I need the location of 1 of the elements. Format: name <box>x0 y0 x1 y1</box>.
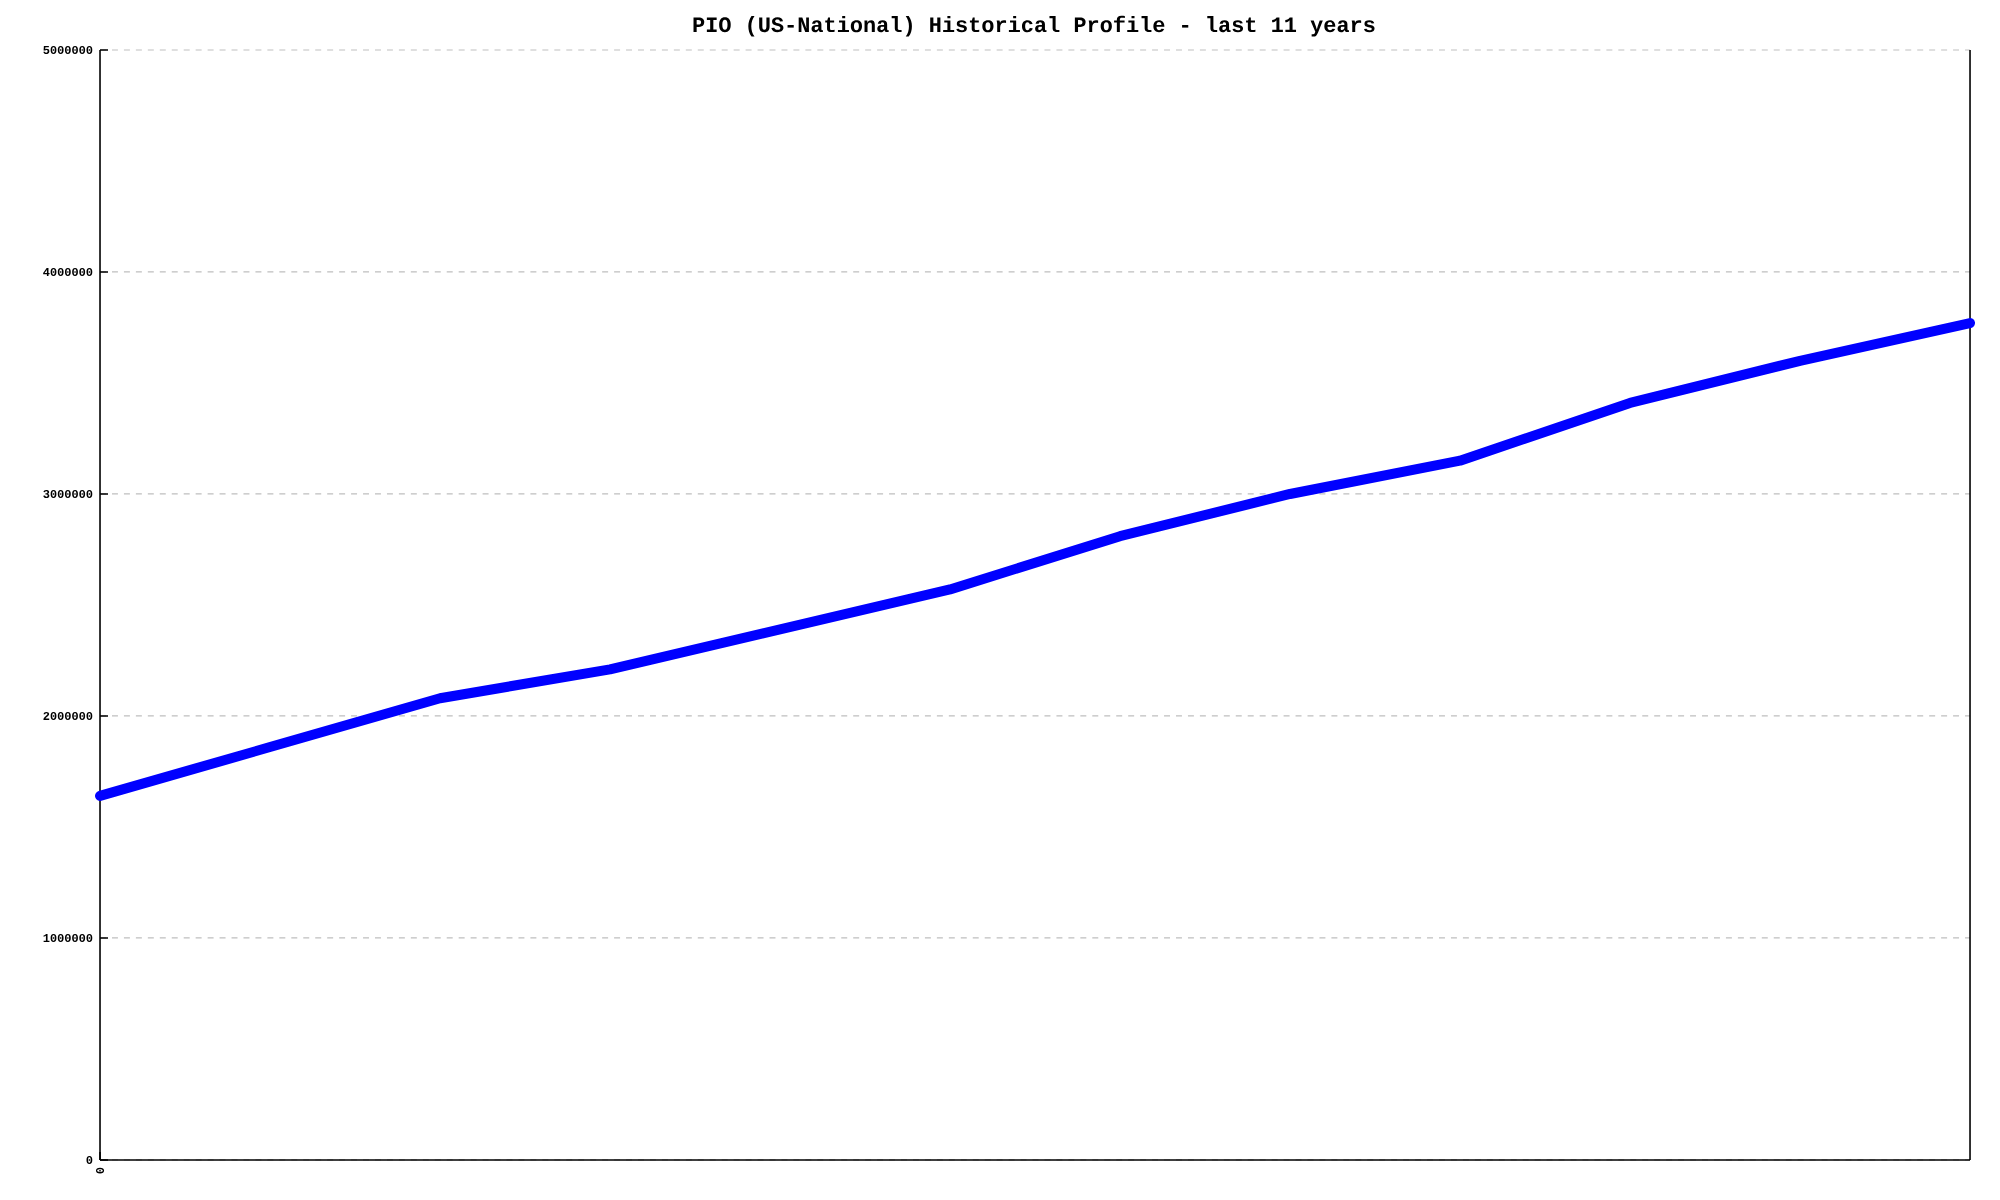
chart-title: PIO (US-National) Historical Profile - last 11 years <box>693 15 1375 37</box>
